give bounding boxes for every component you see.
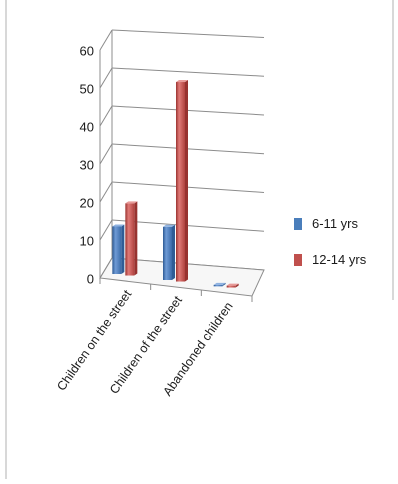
y-tick-label: 20 [80,196,94,211]
axes [5,0,394,479]
y-tick-mark [99,29,113,51]
y-tick-label: 10 [80,234,94,249]
gridline [111,29,265,38]
legend-label: 12-14 yrs [312,252,367,267]
y-tick-mark [99,181,113,203]
bar [213,282,226,287]
legend-swatch [294,254,302,266]
y-tick-mark [99,143,113,165]
y-tick-label: 0 [87,272,94,287]
legend-label: 6-11 yrs [312,216,358,231]
bar [176,80,188,282]
bars [112,80,239,288]
bar [112,224,125,274]
y-axis-ticks: 0 10 20 30 40 50 60 [80,29,113,287]
legend: 6-11 yrs 12-14 yrs [294,216,367,267]
bar [226,283,239,288]
y-tick-mark [99,257,113,279]
y-tick-label: 30 [80,158,94,173]
y-tick-label: 40 [80,120,94,135]
gridline [111,67,265,77]
bar [163,224,175,280]
y-tick-label: 50 [80,82,94,97]
bar [125,201,138,276]
y-tick-mark [99,67,113,89]
y-tick-mark [99,105,113,127]
y-tick-mark [99,219,113,241]
y-tick-label: 60 [80,44,94,59]
legend-swatch [294,218,302,230]
